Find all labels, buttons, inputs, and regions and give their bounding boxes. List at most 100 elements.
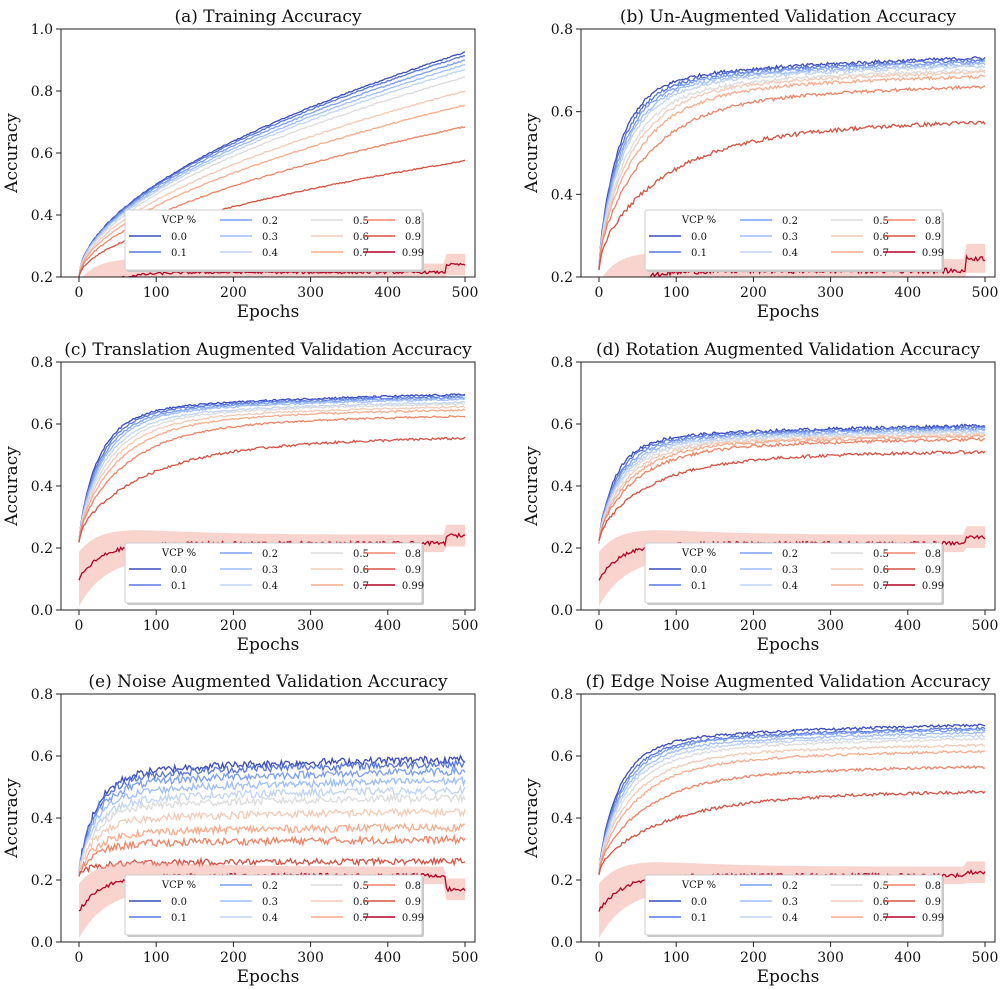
x-tick-label: 400 bbox=[374, 950, 401, 966]
series-line-0.6 bbox=[78, 405, 466, 542]
series-line-0.99 bbox=[121, 262, 466, 277]
series-line-0.3 bbox=[78, 397, 466, 543]
x-tick-label: 500 bbox=[452, 285, 479, 301]
x-tick-label: 500 bbox=[452, 950, 479, 966]
series-line-0.4 bbox=[78, 784, 466, 877]
legend-title: VCP % bbox=[681, 548, 716, 559]
y-axis-label: Accuracy bbox=[2, 113, 22, 194]
x-tick-label: 300 bbox=[297, 285, 324, 301]
legend-label: 0.2 bbox=[782, 549, 798, 560]
legend-label: 0.99 bbox=[402, 248, 424, 259]
legend-label: 0.8 bbox=[925, 881, 941, 892]
x-tick-label: 500 bbox=[972, 285, 999, 301]
y-tick-label: 0.2 bbox=[551, 873, 573, 889]
x-tick-label: 400 bbox=[894, 950, 921, 966]
legend-label: 0.5 bbox=[353, 216, 369, 227]
y-tick-label: 1.0 bbox=[31, 22, 53, 38]
legend-label: 0.3 bbox=[782, 565, 798, 576]
series-line-0.9 bbox=[598, 120, 986, 270]
legend-label: 0.7 bbox=[873, 581, 889, 592]
x-tick-label: 100 bbox=[663, 950, 690, 966]
x-axis-label: Epochs bbox=[757, 302, 820, 322]
y-axis-label: Accuracy bbox=[2, 446, 22, 527]
series-line-0.0 bbox=[78, 753, 465, 874]
panel-title: (d) Rotation Augmented Validation Accura… bbox=[596, 340, 980, 360]
series-line-0.8 bbox=[78, 414, 466, 543]
legend-label: 0.2 bbox=[262, 881, 278, 892]
legend-label: 0.4 bbox=[262, 581, 278, 592]
series-line-0.3 bbox=[78, 775, 466, 875]
y-tick-label: 0.8 bbox=[31, 355, 53, 371]
panel-title: (e) Noise Augmented Validation Accuracy bbox=[88, 672, 448, 692]
panel-title: (f) Edge Noise Augmented Validation Accu… bbox=[585, 672, 990, 692]
x-tick-label: 100 bbox=[143, 285, 170, 301]
y-tick-label: 0.4 bbox=[551, 479, 573, 495]
x-tick-label: 300 bbox=[817, 285, 844, 301]
series-line-0.6 bbox=[598, 743, 986, 874]
x-tick-label: 0 bbox=[595, 285, 604, 301]
panel-c: (c) Translation Augmented Validation Acc… bbox=[2, 340, 478, 655]
x-tick-label: 100 bbox=[663, 285, 690, 301]
y-tick-label: 0.0 bbox=[31, 935, 53, 951]
series-line-0.7 bbox=[78, 822, 466, 872]
series-line-0.9 bbox=[78, 436, 466, 543]
series-line-0.5 bbox=[598, 737, 986, 875]
legend-label: 0.1 bbox=[691, 248, 707, 259]
x-tick-label: 300 bbox=[817, 950, 844, 966]
series-line-0.1 bbox=[78, 55, 466, 277]
y-tick-label: 0.8 bbox=[551, 22, 573, 38]
x-tick-label: 200 bbox=[740, 950, 767, 966]
legend-label: 0.8 bbox=[405, 881, 421, 892]
x-tick-label: 200 bbox=[220, 285, 247, 301]
legend-label: 0.2 bbox=[262, 549, 278, 560]
legend-label: 0.0 bbox=[171, 565, 187, 576]
legend-label: 0.7 bbox=[873, 913, 889, 924]
legend: VCP % 0.0 0.1 0.2 0.3 0.4 0.5 0.6 0.7 0.8 0.9 0.99 bbox=[644, 209, 944, 272]
legend: VCP % 0.0 0.1 0.2 0.3 0.4 0.5 0.6 0.7 0.8 0.9 0.99 bbox=[644, 542, 944, 605]
legend-label: 0.0 bbox=[171, 232, 187, 243]
x-axis-label: Epochs bbox=[757, 967, 820, 987]
x-axis-label: Epochs bbox=[757, 635, 820, 655]
series-line-0.2 bbox=[598, 59, 986, 268]
panel-f: (f) Edge Noise Augmented Validation Accu… bbox=[522, 672, 998, 987]
y-tick-label: 0.2 bbox=[31, 873, 53, 889]
y-tick-label: 0.6 bbox=[31, 417, 53, 433]
series-line-0.7 bbox=[598, 434, 986, 541]
series-line-0.0 bbox=[78, 51, 466, 277]
legend-label: 0.3 bbox=[262, 232, 278, 243]
legend-label: 0.99 bbox=[402, 581, 424, 592]
legend-label: 0.9 bbox=[405, 565, 421, 576]
legend-label: 0.99 bbox=[402, 913, 424, 924]
y-tick-label: 0.4 bbox=[551, 811, 573, 827]
x-tick-label: 200 bbox=[740, 285, 767, 301]
legend-label: 0.6 bbox=[873, 897, 889, 908]
legend-label: 0.3 bbox=[782, 232, 798, 243]
x-tick-label: 300 bbox=[817, 618, 844, 634]
y-axis-label: Accuracy bbox=[522, 778, 542, 859]
legend-title: VCP % bbox=[161, 548, 196, 559]
series-line-0.4 bbox=[598, 734, 986, 875]
legend-label: 0.6 bbox=[353, 897, 369, 908]
legend-label: 0.1 bbox=[171, 913, 187, 924]
y-tick-label: 0.6 bbox=[31, 146, 53, 162]
series-line-0.3 bbox=[78, 63, 466, 277]
panel-d: (d) Rotation Augmented Validation Accura… bbox=[522, 340, 998, 655]
panel-title: (a) Training Accuracy bbox=[174, 7, 362, 27]
legend-title: VCP % bbox=[161, 880, 196, 891]
series-line-0.4 bbox=[598, 64, 986, 271]
x-tick-label: 300 bbox=[297, 618, 324, 634]
series-line-0.3 bbox=[598, 730, 986, 874]
series-line-0.1 bbox=[598, 726, 986, 875]
legend-label: 0.8 bbox=[405, 549, 421, 560]
y-tick-label: 0.4 bbox=[31, 811, 53, 827]
legend-label: 0.8 bbox=[405, 216, 421, 227]
y-axis-label: Accuracy bbox=[2, 778, 22, 859]
y-tick-label: 0.6 bbox=[551, 105, 573, 121]
legend-label: 0.3 bbox=[782, 897, 798, 908]
x-tick-label: 0 bbox=[595, 950, 604, 966]
y-axis-label: Accuracy bbox=[522, 113, 542, 194]
y-tick-label: 0.6 bbox=[551, 417, 573, 433]
series-line-0.7 bbox=[598, 749, 986, 875]
legend-label: 0.99 bbox=[922, 581, 944, 592]
